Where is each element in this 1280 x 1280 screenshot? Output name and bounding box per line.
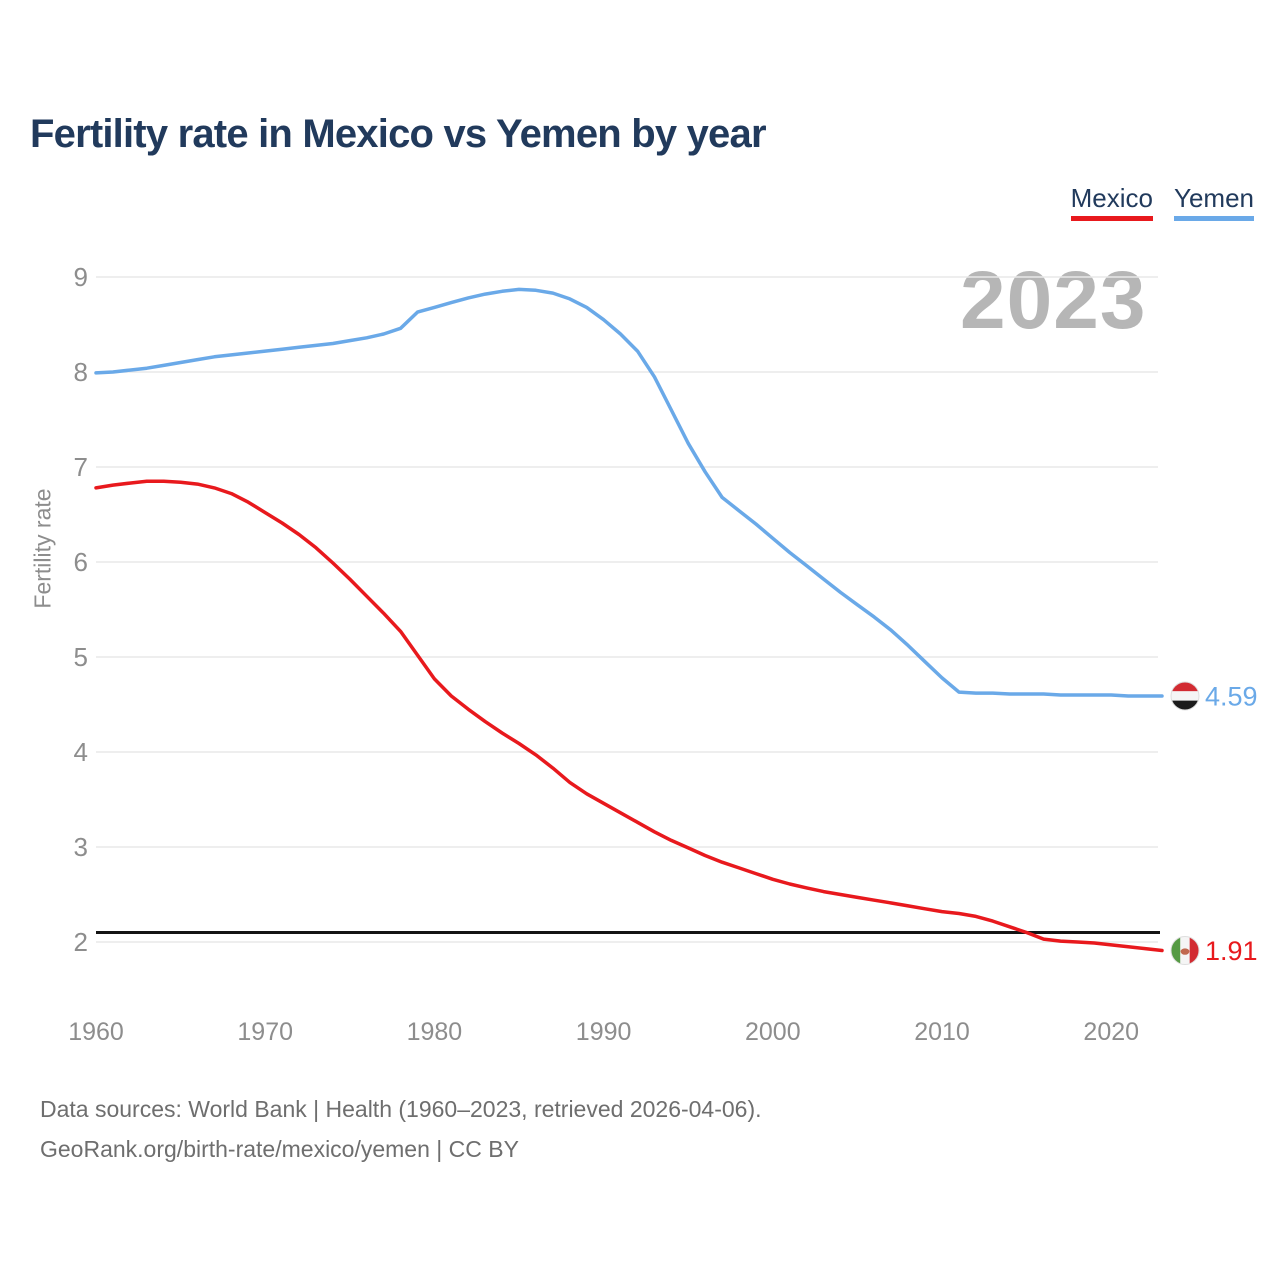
y-tick-label: 4 xyxy=(74,737,88,767)
year-watermark: 2023 xyxy=(960,255,1147,346)
chart-title: Fertility rate in Mexico vs Yemen by yea… xyxy=(30,112,767,156)
y-tick-label: 8 xyxy=(74,357,88,387)
legend-item-yemen[interactable]: Yemen xyxy=(1174,184,1254,221)
x-tick-label: 2000 xyxy=(745,1018,801,1046)
yemen-series-line[interactable] xyxy=(94,287,1164,698)
y-tick-label: 2 xyxy=(74,927,88,957)
footer-attribution: GeoRank.org/birth-rate/mexico/yemen | CC… xyxy=(40,1136,519,1162)
x-tick-label: 1990 xyxy=(576,1018,632,1046)
x-tick-label: 1970 xyxy=(237,1018,293,1046)
y-tick-label: 3 xyxy=(74,832,88,862)
yemen-flag-icon xyxy=(1170,681,1200,711)
x-tick-label: 1980 xyxy=(407,1018,463,1046)
x-tick-label: 1960 xyxy=(68,1018,124,1046)
y-tick-label: 6 xyxy=(74,547,88,577)
chart-footer: Data sources: World Bank | Health (1960–… xyxy=(40,1089,762,1169)
y-tick-label: 7 xyxy=(74,452,88,482)
x-tick-label: 2010 xyxy=(914,1018,970,1046)
yemen-end-value: 4.59 xyxy=(1205,681,1258,711)
y-tick-label: 5 xyxy=(74,642,88,672)
x-tick-label: 2020 xyxy=(1083,1018,1139,1046)
mexico-series-line[interactable] xyxy=(94,479,1164,953)
mexico-flag-icon xyxy=(1170,936,1200,966)
legend-item-mexico[interactable]: Mexico xyxy=(1070,184,1153,221)
footer-sources: Data sources: World Bank | Health (1960–… xyxy=(40,1096,762,1122)
y-tick-label: 9 xyxy=(74,262,88,292)
series-legend: Mexico Yemen xyxy=(1070,184,1254,221)
mexico-end-value: 1.91 xyxy=(1205,936,1258,966)
